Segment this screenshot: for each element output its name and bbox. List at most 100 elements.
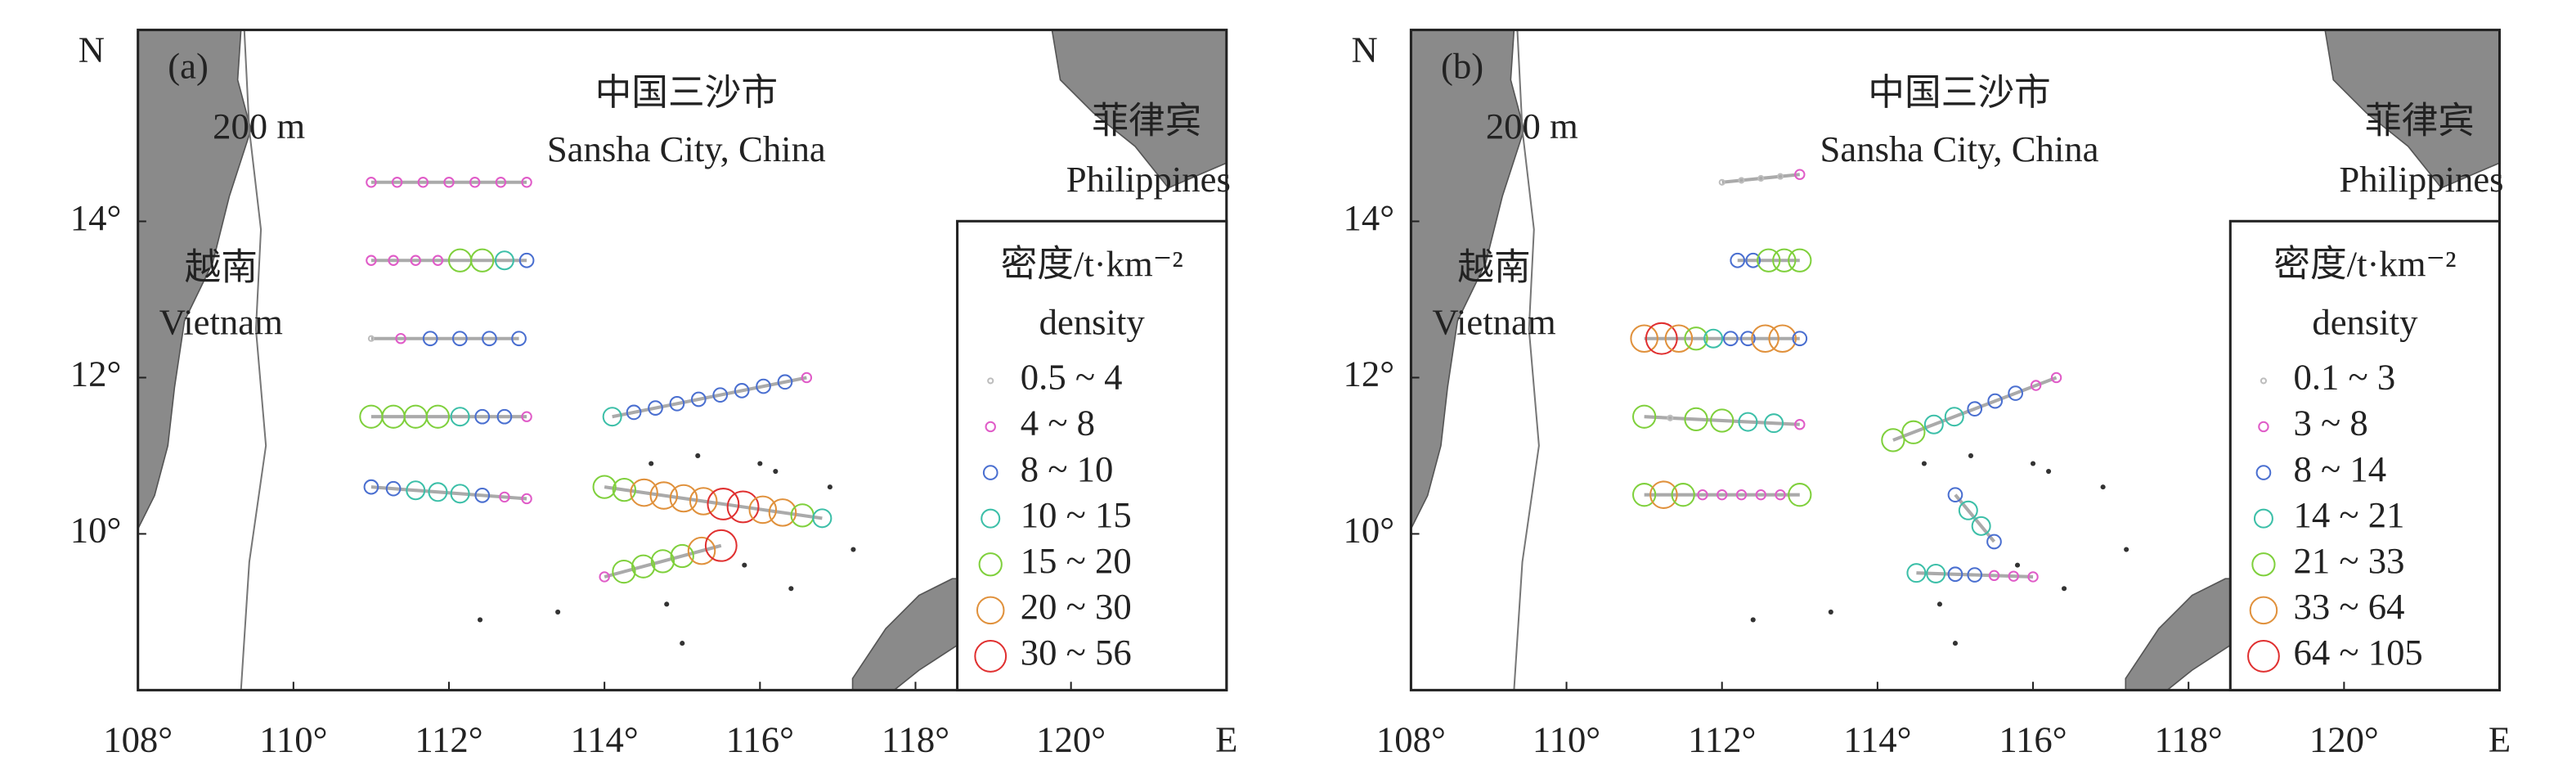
survey-point	[1988, 570, 2000, 582]
survey-point	[599, 571, 610, 583]
x-tick-label: 116°	[1999, 719, 2067, 760]
survey-point	[428, 482, 448, 502]
survey-point	[2050, 371, 2062, 384]
panel-label: (b)	[1441, 46, 1483, 87]
survey-point	[1671, 483, 1695, 507]
legend-symbol	[978, 552, 1003, 577]
survey-point	[1757, 248, 1781, 272]
legend-symbol	[2251, 552, 2276, 577]
island	[555, 609, 561, 615]
survey-point	[1926, 563, 1946, 583]
island	[2062, 586, 2067, 592]
island	[1828, 609, 1833, 615]
place-label: Sansha City, China	[1820, 128, 2099, 169]
survey-point	[482, 331, 497, 347]
y-tick-label: 14°	[70, 197, 122, 238]
place-label: 中国三沙市	[595, 72, 778, 113]
survey-point	[391, 177, 403, 188]
survey-point	[648, 400, 663, 416]
survey-point	[631, 554, 656, 579]
survey-point	[1986, 534, 2002, 550]
survey-point	[689, 487, 718, 516]
survey-point	[712, 387, 729, 403]
island	[1968, 453, 1974, 458]
isobath-line	[1513, 29, 1540, 691]
land-vietnam	[1410, 29, 1525, 529]
place-label: Sansha City, China	[547, 128, 826, 169]
x-tick-label: 118°	[882, 719, 949, 760]
track-line	[1892, 376, 2058, 442]
y-unit: N	[1351, 29, 1377, 70]
survey-point	[1718, 178, 1726, 186]
survey-point	[669, 484, 698, 513]
survey-point	[1944, 407, 1964, 427]
legend-subtitle: density	[1039, 302, 1146, 343]
survey-point	[612, 477, 636, 502]
survey-point	[395, 333, 406, 344]
survey-point	[1649, 480, 1678, 509]
isobath-line	[240, 29, 267, 691]
x-tick-label: 114°	[571, 719, 639, 760]
survey-point	[1768, 324, 1797, 353]
survey-point	[1776, 173, 1784, 180]
island	[2014, 562, 2021, 568]
place-label: 菲律宾	[1092, 101, 1201, 142]
x-tick-label: 116°	[726, 719, 794, 760]
legend-label: 15 ~ 20	[1021, 540, 1132, 581]
legend-subtitle: density	[2312, 302, 2418, 343]
island	[2100, 484, 2106, 490]
legend-label: 3 ~ 8	[2294, 403, 2368, 444]
x-tick-label: 118°	[2155, 719, 2223, 760]
survey-point	[630, 478, 658, 507]
survey-point	[1967, 567, 1983, 583]
legend-symbol	[2258, 421, 2269, 433]
survey-point	[1710, 408, 1735, 433]
survey-point	[1684, 407, 1708, 432]
survey-point	[704, 529, 738, 562]
place-label: Vietnam	[159, 302, 283, 343]
survey-point	[2008, 570, 2019, 582]
survey-point	[1901, 420, 1926, 444]
survey-point	[1772, 248, 1797, 272]
survey-point	[1667, 414, 1674, 421]
survey-point	[1794, 169, 1806, 180]
island	[788, 586, 794, 592]
island	[2030, 461, 2036, 466]
survey-point	[521, 411, 532, 422]
x-tick-label: 108°	[1376, 719, 1446, 760]
survey-point	[1730, 252, 1746, 268]
survey-point	[1881, 428, 1905, 453]
y-tick-label: 14°	[1344, 197, 1395, 238]
y-tick-label: 10°	[1344, 510, 1395, 551]
track-line	[370, 485, 527, 501]
legend-symbol	[987, 377, 994, 385]
survey-point	[812, 508, 832, 529]
island	[1952, 641, 1958, 646]
survey-point	[363, 479, 379, 495]
survey-point	[649, 481, 679, 510]
legend-title: 密度/t·km⁻²	[2273, 243, 2456, 284]
island	[664, 601, 670, 607]
survey-point	[1722, 331, 1739, 347]
x-tick-label: 112°	[1688, 719, 1756, 760]
survey-point	[1947, 566, 1963, 583]
island	[695, 453, 701, 458]
y-tick-label: 12°	[70, 353, 122, 394]
survey-point	[748, 495, 778, 525]
survey-point	[1764, 413, 1784, 434]
track-line	[1721, 173, 1800, 184]
island	[773, 468, 779, 475]
survey-point	[602, 407, 622, 427]
legend-symbol	[2247, 640, 2280, 673]
island	[477, 617, 483, 623]
x-tick-label: 108°	[103, 719, 173, 760]
panel-label: (a)	[168, 46, 209, 87]
survey-point	[1923, 414, 1944, 435]
x-unit: E	[2488, 719, 2511, 760]
legend-label: 10 ~ 15	[1021, 494, 1132, 535]
survey-point	[518, 252, 535, 268]
island	[742, 562, 747, 568]
survey-point	[1630, 324, 1658, 353]
survey-point	[1947, 487, 1963, 503]
